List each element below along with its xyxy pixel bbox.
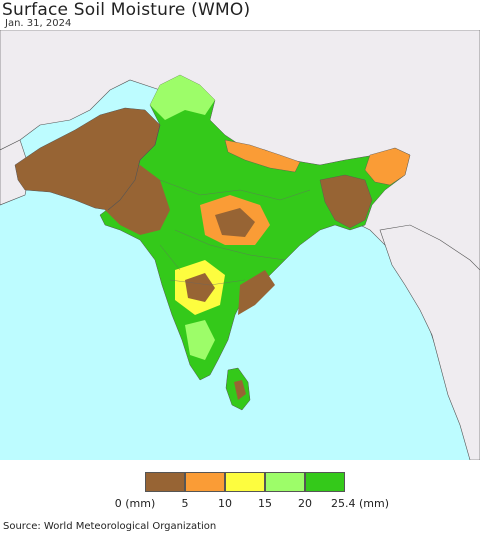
legend-swatch	[225, 472, 265, 492]
legend-label: 20	[298, 497, 312, 510]
legend-swatch	[305, 472, 345, 492]
legend-swatch	[185, 472, 225, 492]
legend: 0 (mm) 5 10 15 20 25.4 (mm)	[0, 470, 480, 510]
legend-label: 0 (mm)	[114, 497, 156, 510]
dry-patch-central-inner	[215, 208, 255, 237]
legend-label: 5	[181, 497, 189, 510]
region-bangladesh	[319, 174, 373, 229]
legend-label: 15	[258, 497, 272, 510]
border-india-pakistan	[107, 124, 161, 211]
dry-patch-east-coast	[238, 270, 275, 315]
region-northeast	[364, 147, 411, 186]
legend-label: 10	[218, 497, 232, 510]
source-credit: Source: World Meteorological Organizatio…	[3, 521, 217, 532]
land-outside-east	[379, 224, 480, 461]
wet-himalaya	[150, 75, 215, 120]
legend-swatch	[265, 472, 305, 492]
dry-patch-sri-lanka	[234, 380, 246, 400]
map-date: Jan. 31, 2024	[5, 18, 72, 29]
border-states	[159, 179, 311, 286]
legend-swatch	[145, 472, 185, 492]
map-title: Surface Soil Moisture (WMO)	[2, 0, 251, 20]
dry-patch-rajasthan	[105, 165, 170, 235]
dry-patch-south	[185, 320, 215, 360]
dry-patch-deccan-inner	[185, 273, 215, 302]
map-area	[0, 29, 480, 461]
soil-moisture-map	[0, 29, 480, 461]
legend-label: 25.4 (mm)	[330, 497, 390, 510]
region-nepal	[224, 139, 301, 173]
